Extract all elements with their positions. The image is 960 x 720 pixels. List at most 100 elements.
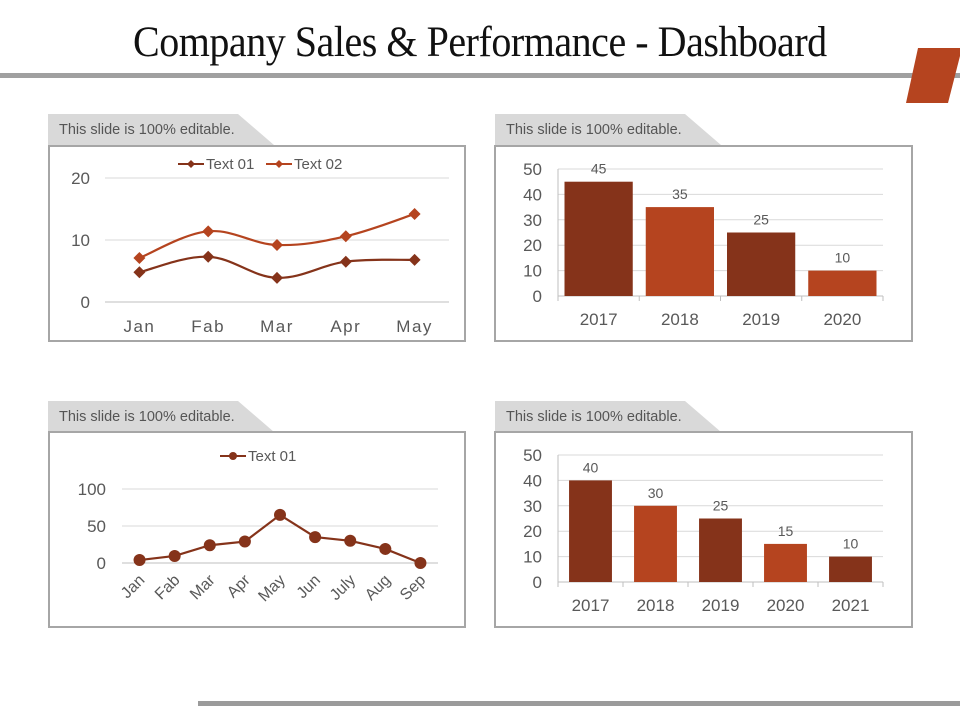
data-point	[274, 508, 286, 521]
y-tick-label: 0	[97, 554, 106, 573]
bar-2017	[564, 181, 633, 296]
x-tick-label: 2020	[767, 596, 805, 615]
bar-value-label: 25	[713, 498, 729, 514]
bar-2020	[764, 543, 807, 582]
y-tick-label: 0	[533, 287, 542, 306]
y-tick-label: 50	[87, 517, 106, 536]
y-tick-label: 40	[523, 185, 542, 204]
data-point	[203, 539, 216, 552]
bar-value-label: 15	[778, 523, 794, 539]
bar-2021	[829, 556, 872, 582]
footer-divider	[198, 701, 960, 706]
y-tick-label: 30	[523, 497, 542, 516]
bar-value-label: 10	[835, 250, 851, 266]
bar-2019	[699, 518, 742, 582]
line-chart-1: 0 10 20 Jan Fab Mar Apr May Text 01 Text 02	[71, 156, 449, 336]
bar-2018	[645, 207, 714, 296]
legend-marker	[229, 452, 237, 460]
data-point	[271, 238, 283, 251]
data-point	[339, 230, 352, 243]
x-tick-label: Sep	[397, 572, 429, 604]
data-point	[408, 207, 421, 220]
legend-marker	[275, 160, 283, 168]
x-tick-label: May	[255, 572, 288, 605]
panel-2-tab-label: This slide is 100% editable.	[506, 122, 682, 138]
data-point	[202, 250, 215, 263]
data-point	[271, 271, 283, 284]
panel-3-tab-label: This slide is 100% editable.	[59, 409, 235, 425]
series-line-2	[138, 212, 415, 260]
y-tick-label: 0	[533, 573, 542, 592]
y-tick-label: 10	[523, 262, 542, 281]
data-point	[133, 554, 146, 567]
x-tick-label: Jun	[294, 572, 324, 602]
data-point	[408, 253, 421, 266]
series-line-1	[139, 513, 421, 565]
y-tick-label: 20	[523, 236, 542, 255]
x-tick-label: Fab	[152, 572, 184, 604]
y-tick-label: 50	[523, 446, 542, 465]
panel-3-tab: This slide is 100% editable.	[48, 401, 274, 432]
bar-2020	[808, 270, 877, 296]
y-tick-label: 30	[523, 211, 542, 230]
data-point	[133, 266, 146, 279]
y-tick-label: 20	[71, 169, 90, 188]
y-tick-label: 100	[78, 480, 106, 499]
accent-parallelogram	[906, 48, 960, 103]
x-tick-label: 2020	[823, 310, 861, 329]
x-tick-label: May	[396, 317, 433, 336]
y-tick-label: 40	[523, 471, 542, 490]
legend-label: Text 01	[206, 156, 254, 173]
bar-2017	[569, 480, 612, 582]
x-tick-label: Apr	[330, 317, 361, 336]
x-tick-label: Mar	[260, 317, 294, 336]
panel-4-tab: This slide is 100% editable.	[495, 401, 721, 432]
bar-chart-2: 0 10 20 30 40 50 40 2017 30 2018 25 2019 15 2020 10 202…	[523, 446, 884, 615]
data-point	[238, 535, 251, 548]
x-tick-label: 2019	[702, 596, 740, 615]
data-point	[379, 542, 392, 555]
y-tick-label: 50	[523, 160, 542, 179]
x-tick-label: Aug	[362, 572, 394, 604]
x-tick-label: 2021	[832, 596, 870, 615]
slide-title: Company Sales & Performance - Dashboard	[132, 19, 827, 66]
data-point	[339, 255, 352, 268]
data-point	[309, 531, 322, 544]
data-point	[414, 557, 427, 569]
x-tick-label: 2017	[580, 310, 618, 329]
panel-1-line-chart: 0 10 20 Jan Fab Mar Apr May Text 01 Text 02	[48, 145, 466, 342]
data-point	[344, 534, 357, 547]
y-tick-label: 10	[71, 231, 90, 250]
bar-value-label: 35	[672, 186, 688, 202]
x-tick-label: Mar	[187, 571, 219, 603]
panel-3-line-chart: 0 50 100 Jan Fab Mar Apr May Jun July Aug Sep Text 0…	[48, 431, 466, 628]
legend-label: Text 02	[294, 156, 342, 173]
panel-2-bar-chart: 0 10 20 30 40 50 45 2017 35 2018 25 2019 10 2020	[494, 145, 913, 342]
x-tick-label: Jan	[118, 572, 148, 602]
y-tick-label: 10	[523, 548, 542, 567]
legend-marker	[187, 160, 195, 168]
x-tick-label: Fab	[191, 317, 225, 336]
bar-value-label: 25	[753, 212, 769, 228]
bar-value-label: 10	[843, 536, 859, 552]
legend-label: Text 01	[248, 448, 296, 465]
data-point	[168, 549, 181, 562]
panel-4-tab-label: This slide is 100% editable.	[506, 409, 682, 425]
x-tick-label: Apr	[224, 571, 254, 601]
bar-2019	[727, 232, 796, 296]
x-tick-label: 2018	[661, 310, 699, 329]
x-tick-label: Jan	[123, 317, 155, 336]
line-chart-2: 0 50 100 Jan Fab Mar Apr May Jun July Aug Sep Text 0…	[78, 448, 438, 605]
x-tick-label: 2017	[572, 596, 610, 615]
bar-value-label: 40	[583, 459, 599, 475]
bar-value-label: 45	[591, 161, 607, 177]
panel-1-tab: This slide is 100% editable.	[48, 114, 274, 145]
panel-1-tab-label: This slide is 100% editable.	[59, 122, 235, 138]
bar-chart-1: 0 10 20 30 40 50 45 2017 35 2018 25 2019 10 2020	[523, 160, 884, 329]
title-divider	[0, 73, 960, 78]
bar-value-label: 30	[648, 485, 664, 501]
bar-2018	[634, 505, 677, 582]
y-tick-label: 20	[523, 522, 542, 541]
y-tick-label: 0	[81, 293, 90, 312]
x-tick-label: 2018	[637, 596, 675, 615]
